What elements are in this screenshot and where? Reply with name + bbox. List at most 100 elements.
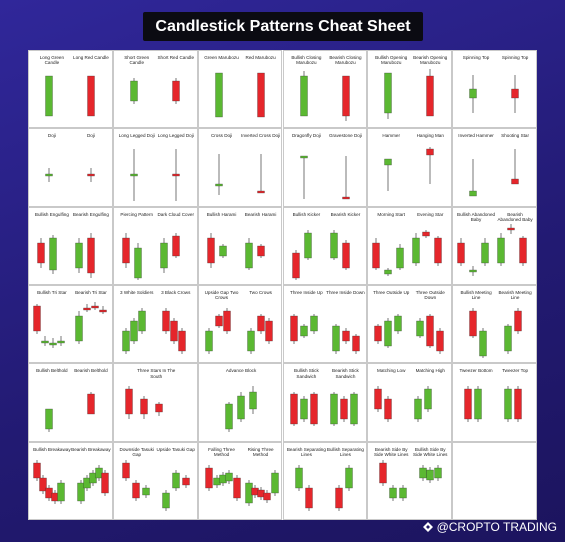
pattern-label: Long Legged Doji xyxy=(118,133,155,139)
pattern-drawing xyxy=(125,386,163,420)
pattern-drawing xyxy=(215,72,265,118)
pattern-drawing xyxy=(374,386,432,423)
candle-body xyxy=(434,237,442,263)
pattern-label: Piercing Pattern xyxy=(120,211,154,217)
candle-body xyxy=(172,235,180,256)
candle-body xyxy=(33,462,41,478)
pattern-label: Two Crows xyxy=(249,290,272,295)
pattern-drawing xyxy=(289,392,358,427)
candle-body xyxy=(265,320,273,342)
pattern-cell: Spinning Top Spinning Top xyxy=(452,50,537,129)
pattern-label: Doji xyxy=(86,133,95,139)
pattern-cell: Doji Doji xyxy=(28,128,113,207)
pattern-label: Matching Low xyxy=(377,368,406,374)
pattern-label: Bearish Abandoned Baby xyxy=(497,211,533,222)
candle-body xyxy=(122,237,130,263)
pattern-cell xyxy=(452,441,537,520)
candle-body xyxy=(178,330,186,352)
watermark-icon xyxy=(422,522,433,532)
pattern-label: Evening Star xyxy=(417,211,444,217)
pattern-drawing xyxy=(130,149,180,202)
candle-body xyxy=(329,232,338,258)
pattern-drawing xyxy=(289,314,360,354)
candle-body xyxy=(257,191,265,194)
pattern-label: Upside Gap Two Crows xyxy=(204,290,239,301)
pattern-label: Bullish Side By Side White Lines xyxy=(413,446,448,457)
candle-body xyxy=(225,472,233,481)
pattern-label: Short Green Candle xyxy=(124,55,150,66)
pattern-cell: Bullish Breakaway Bearish Breakaway xyxy=(28,441,113,520)
candle-body xyxy=(77,482,85,501)
candle-body xyxy=(130,80,138,102)
pattern-label: Bearish Engulfing xyxy=(72,211,109,217)
candle-body xyxy=(422,231,430,236)
candle-body xyxy=(140,399,148,415)
candle-body xyxy=(341,330,350,342)
candle-body xyxy=(384,72,392,114)
pattern-label: Dragonfly Doji xyxy=(291,133,321,139)
candle-body xyxy=(87,75,95,117)
pattern-drawing xyxy=(469,149,519,197)
candle-body xyxy=(41,340,49,344)
pattern-cell: Short Green Candle Short Red Candle xyxy=(112,50,198,129)
candle-body xyxy=(57,482,65,501)
candle-body xyxy=(507,227,515,230)
pattern-label: Bearish Belthold xyxy=(74,368,108,374)
pattern-drawing xyxy=(130,78,180,104)
pattern-label: Green Marubozu xyxy=(204,55,239,60)
candle-body xyxy=(304,487,313,508)
candle-body xyxy=(519,237,527,263)
pattern-cell: Bullish Meeting Line Bearish Meeting Line xyxy=(452,285,537,364)
pattern-label: Bullish Separating Lines xyxy=(326,446,364,457)
candle-body xyxy=(469,310,477,337)
candle-body xyxy=(341,242,350,268)
pattern-label: Bullish Opening Marubozu xyxy=(375,55,408,66)
pattern-label: Bullish Abandoned Baby xyxy=(457,211,496,222)
candle-body xyxy=(504,325,512,352)
candle-body xyxy=(289,315,298,342)
candle-body xyxy=(514,310,522,332)
candle-body xyxy=(87,394,95,415)
pattern-cell: Cross Doji Inverted Cross Doji xyxy=(197,128,283,207)
pattern-label: Short Red Candle xyxy=(157,55,195,60)
candle-body xyxy=(132,482,140,498)
pattern-cell: Inverted Hammer Shooting Star xyxy=(452,128,537,207)
candle-body xyxy=(511,88,519,99)
candle-body xyxy=(511,179,519,185)
pattern-label: Long Green Candle xyxy=(39,55,65,66)
pattern-label: Bearish Opening Marubozu xyxy=(413,55,448,66)
pattern-cell: Bearish Side By Side White Lines Bullish … xyxy=(367,441,453,520)
pattern-label: Bearish Kicker xyxy=(330,211,361,217)
candle-body xyxy=(351,335,360,352)
candle-body xyxy=(75,242,83,268)
pattern-cell: Piercing Pattern Dark Cloud Cover xyxy=(112,206,198,285)
candle-body xyxy=(426,75,434,117)
pattern-label: Shooting Star xyxy=(501,133,529,139)
cheat-sheet-grid: Long Green Candle Long Red Candle Short Gr… xyxy=(28,50,537,520)
title: Candlestick Patterns Cheat Sheet xyxy=(143,12,423,41)
pattern-label: Cross Doji xyxy=(210,133,233,139)
pattern-label: Bearish Side By Side White Lines xyxy=(373,446,409,457)
pattern-label: Three Stars In The South xyxy=(137,368,176,379)
pattern-label: Three Outside Up xyxy=(373,290,410,295)
candle-body xyxy=(257,315,265,332)
pattern-cell: Bullish Stick Sandwich Bearish Stick Sand… xyxy=(282,363,368,442)
candle-body xyxy=(247,330,255,352)
candle-body xyxy=(237,396,245,420)
pattern-drawing xyxy=(299,156,350,200)
candle-body xyxy=(344,467,353,488)
candle-body xyxy=(125,389,133,415)
candle-body xyxy=(497,237,505,263)
pattern-drawing xyxy=(225,386,257,433)
candle-body xyxy=(414,399,422,420)
candle-body xyxy=(155,404,163,413)
pattern-cell: Tweezer Bottom Tweezer Top xyxy=(452,363,537,442)
candle-body xyxy=(205,467,213,488)
pattern-label: Spinning Top xyxy=(462,55,490,60)
candle-body xyxy=(45,174,53,177)
pattern-label: Bearish Tri Star xyxy=(75,290,107,295)
candle-body xyxy=(416,320,424,337)
pattern-drawing xyxy=(122,308,186,354)
pattern-drawing xyxy=(469,308,522,358)
candle-body xyxy=(394,315,402,332)
